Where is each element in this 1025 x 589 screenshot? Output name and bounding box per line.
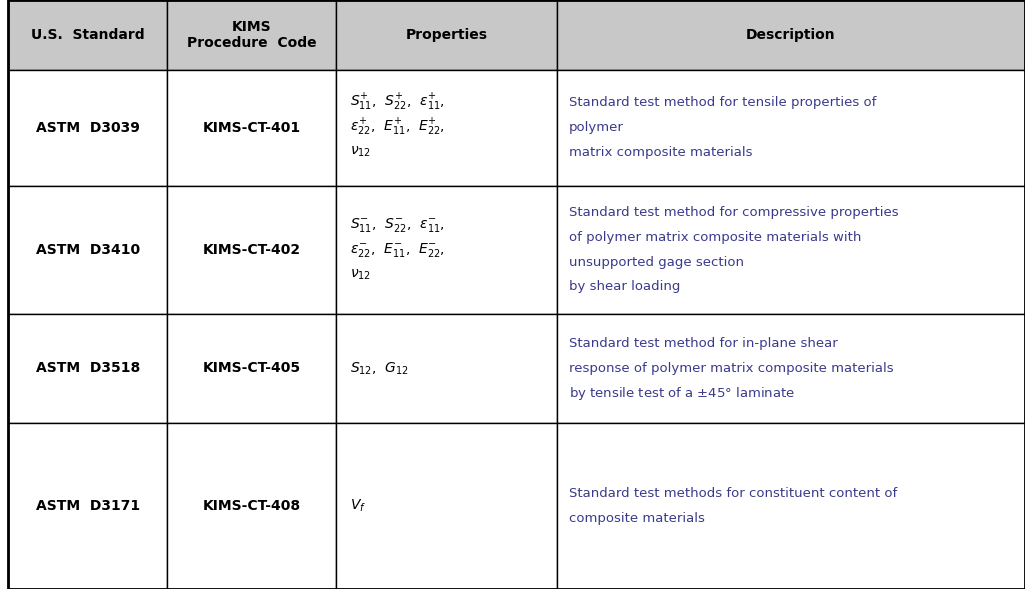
Text: Properties: Properties [405,28,488,42]
Text: $S_{12}$,  $G_{12}$: $S_{12}$, $G_{12}$ [350,360,409,376]
Text: Standard test method for compressive properties: Standard test method for compressive pro… [569,206,899,219]
Text: ASTM  D3039: ASTM D3039 [36,121,139,134]
Bar [167,186,336,314]
Text: ASTM  D3171: ASTM D3171 [36,499,139,513]
Text: U.S.  Standard: U.S. Standard [31,28,145,42]
Text: $\varepsilon_{22}^{-}$,  $E_{11}^{-}$,  $E_{22}^{-}$,: $\varepsilon_{22}^{-}$, $E_{11}^{-}$, $E… [350,241,444,259]
Text: $S_{11}^{+}$,  $S_{22}^{+}$,  $\varepsilon_{11}^{+}$,: $S_{11}^{+}$, $S_{22}^{+}$, $\varepsilon… [350,92,445,114]
Text: $V_f$: $V_f$ [350,498,366,514]
Text: Standard test method for in-plane shear: Standard test method for in-plane shear [569,337,837,350]
Text: KIMS-CT-402: KIMS-CT-402 [203,243,300,257]
Bar [557,423,1025,589]
Text: ASTM  D3410: ASTM D3410 [36,243,139,257]
Text: polymer: polymer [569,121,624,134]
Bar [8,0,167,70]
Bar [167,423,336,589]
Text: by tensile test of a $\pm$45° laminate: by tensile test of a $\pm$45° laminate [569,385,795,402]
Text: matrix composite materials: matrix composite materials [569,145,752,159]
Bar [336,70,557,186]
Text: composite materials: composite materials [569,512,705,525]
Text: $\nu_{12}$: $\nu_{12}$ [350,145,371,160]
Text: ASTM  D3518: ASTM D3518 [36,362,139,375]
Bar [167,314,336,423]
Text: Standard test method for tensile properties of: Standard test method for tensile propert… [569,96,876,110]
Bar [557,0,1025,70]
Text: response of polymer matrix composite materials: response of polymer matrix composite mat… [569,362,894,375]
Text: $\varepsilon_{22}^{+}$,  $E_{11}^{+}$,  $E_{22}^{+}$,: $\varepsilon_{22}^{+}$, $E_{11}^{+}$, $E… [350,117,444,138]
Bar [167,0,336,70]
Bar [167,70,336,186]
Bar [336,0,557,70]
Text: KIMS-CT-408: KIMS-CT-408 [203,499,300,513]
Bar [557,186,1025,314]
Text: $S_{11}^{-}$,  $S_{22}^{-}$,  $\varepsilon_{11}^{-}$,: $S_{11}^{-}$, $S_{22}^{-}$, $\varepsilon… [350,216,445,234]
Text: KIMS-CT-401: KIMS-CT-401 [203,121,300,134]
Bar [336,423,557,589]
Bar [557,70,1025,186]
Bar [336,186,557,314]
Bar [8,186,167,314]
Bar [8,70,167,186]
Text: Standard test methods for constituent content of: Standard test methods for constituent co… [569,487,897,500]
Text: of polymer matrix composite materials with: of polymer matrix composite materials wi… [569,231,861,244]
Text: unsupported gage section: unsupported gage section [569,256,744,269]
Text: Description: Description [746,28,835,42]
Text: KIMS-CT-405: KIMS-CT-405 [203,362,300,375]
Text: by shear loading: by shear loading [569,280,681,293]
Text: $\nu_{12}$: $\nu_{12}$ [350,267,371,282]
Text: KIMS
Procedure  Code: KIMS Procedure Code [187,19,317,50]
Bar [336,314,557,423]
Bar [557,314,1025,423]
Bar [8,314,167,423]
Bar [8,423,167,589]
